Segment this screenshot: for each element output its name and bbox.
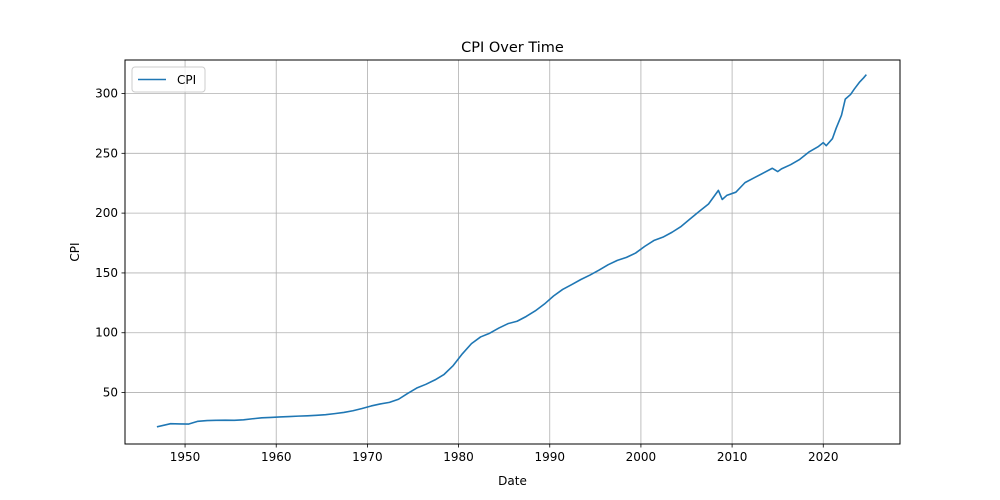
legend-box [131, 66, 206, 93]
x-tick-label: 1980 [443, 450, 474, 464]
legend: CPI [131, 66, 206, 93]
chart-title: CPI Over Time [461, 40, 564, 56]
x-tick-label: 2010 [717, 450, 748, 464]
y-tick-label: 50 [103, 386, 118, 400]
grid-lines [125, 60, 900, 444]
legend-label: CPI [177, 73, 196, 87]
y-tick-label: 200 [95, 206, 118, 220]
x-tick-label: 1970 [352, 450, 383, 464]
plot-frame [124, 59, 901, 445]
series-layer [156, 74, 867, 428]
x-axis-label: Date [498, 474, 527, 488]
series-line-cpi [156, 74, 867, 428]
y-tick-label: 300 [95, 86, 118, 100]
y-tick-label: 100 [95, 326, 118, 340]
x-tick-label: 1990 [534, 450, 565, 464]
x-tick-label: 1960 [261, 450, 292, 464]
x-tick-label: 2020 [808, 450, 839, 464]
x-tick-label: 2000 [626, 450, 657, 464]
y-axis-label: CPI [68, 242, 82, 261]
y-tick-label: 250 [95, 146, 118, 160]
y-tick-label: 150 [95, 266, 118, 280]
x-tick-label: 1950 [170, 450, 201, 464]
axis-ticks: 1950 1960 1970 1980 1990 2000 2010 2020 50 100 150… [95, 86, 838, 464]
